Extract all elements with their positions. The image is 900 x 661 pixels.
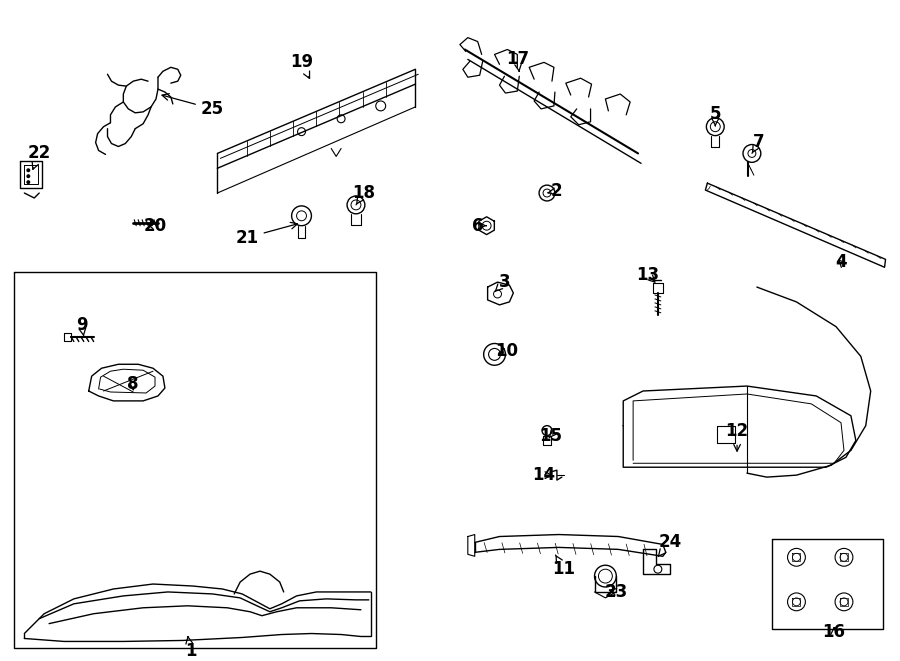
Text: 20: 20 [143, 217, 166, 235]
Circle shape [26, 175, 31, 178]
Text: 16: 16 [823, 623, 846, 641]
Text: 14: 14 [533, 466, 555, 484]
Text: 8: 8 [128, 375, 139, 393]
Text: 18: 18 [353, 184, 375, 205]
Text: 6: 6 [472, 217, 486, 235]
Text: 24: 24 [658, 533, 681, 557]
Text: 12: 12 [725, 422, 749, 451]
Text: 23: 23 [605, 583, 628, 601]
Text: 5: 5 [709, 105, 721, 126]
Text: 2: 2 [548, 182, 562, 200]
Text: 11: 11 [553, 555, 575, 578]
Circle shape [26, 169, 31, 173]
Text: 9: 9 [76, 316, 87, 336]
Text: 3: 3 [495, 273, 510, 291]
Text: 7: 7 [752, 133, 765, 153]
Text: 13: 13 [636, 266, 660, 284]
Circle shape [26, 180, 31, 184]
Text: 15: 15 [539, 426, 562, 445]
Text: 21: 21 [236, 222, 298, 247]
Text: 25: 25 [162, 94, 224, 118]
Text: 10: 10 [495, 342, 518, 360]
Text: 22: 22 [28, 145, 50, 169]
Text: 19: 19 [290, 54, 313, 79]
Text: 17: 17 [506, 50, 529, 71]
Text: 4: 4 [835, 253, 847, 271]
Text: 1: 1 [184, 637, 196, 660]
